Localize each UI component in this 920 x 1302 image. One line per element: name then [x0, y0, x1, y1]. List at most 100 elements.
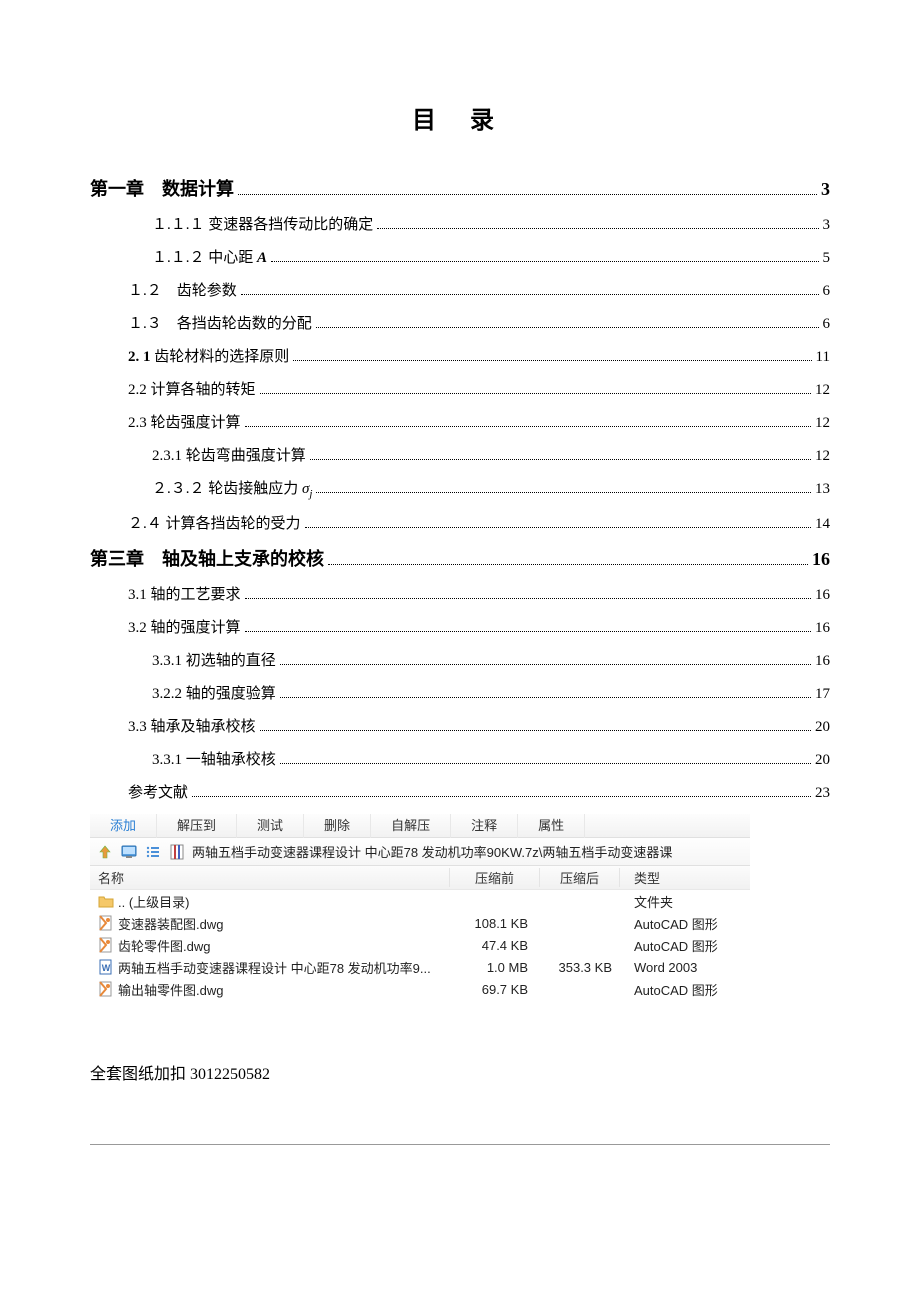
- file-name: 输出轴零件图.dwg: [118, 980, 223, 999]
- file-row[interactable]: 输出轴零件图.dwg69.7 KBAutoCAD 图形: [90, 978, 750, 1000]
- toolbar-button[interactable]: 注释: [451, 814, 518, 838]
- svg-text:W: W: [102, 963, 111, 973]
- archive-file-icon: [168, 843, 186, 861]
- col-header-after[interactable]: 压缩后: [540, 868, 620, 887]
- col-header-before[interactable]: 压缩前: [450, 868, 540, 887]
- dwg-icon: [98, 981, 114, 997]
- desktop-icon[interactable]: [120, 843, 138, 861]
- toc-entry-text: 参考文献: [128, 781, 188, 802]
- page-bottom-rule: [90, 1144, 830, 1145]
- toc-page-number: 16: [815, 587, 830, 604]
- toc-entry[interactable]: 第三章 轴及轴上支承的校核16: [90, 545, 830, 571]
- file-name: .. (上级目录): [118, 892, 190, 911]
- toc-entry-text: 2.2 计算各轴的转矩: [128, 378, 256, 399]
- up-arrow-icon[interactable]: [96, 843, 114, 861]
- toc-entry[interactable]: 2.3.1 轮齿弯曲强度计算12: [152, 444, 830, 465]
- archive-columns-header: 名称 压缩前 压缩后 类型: [90, 866, 750, 890]
- toc-page-number: 11: [816, 349, 830, 366]
- doc-icon: W: [98, 959, 114, 975]
- toc-page-number: 6: [823, 316, 831, 333]
- toc-entry-text: １.２ 齿轮参数: [128, 279, 237, 300]
- toc-leader-dots: [238, 194, 817, 195]
- toc-entry[interactable]: 第一章 数据计算 3: [90, 175, 830, 201]
- toc-entry[interactable]: 3.3.1 初选轴的直径16: [152, 649, 830, 670]
- file-size-before: 47.4 KB: [450, 938, 540, 953]
- toc-leader-dots: [245, 598, 811, 599]
- toc-leader-dots: [241, 294, 819, 295]
- file-name: 两轴五档手动变速器课程设计 中心距78 发动机功率9...: [118, 958, 431, 977]
- toc-leader-dots: [316, 492, 811, 493]
- table-of-contents: 第一章 数据计算3１.１.１ 变速器各挡传动比的确定3１.１.２ 中心距 A5１…: [90, 175, 830, 802]
- folder-icon: [98, 893, 114, 909]
- file-type: AutoCAD 图形: [620, 914, 750, 933]
- toc-leader-dots: [192, 796, 811, 797]
- toc-entry[interactable]: １.１.１ 变速器各挡传动比的确定3: [152, 213, 830, 234]
- file-row[interactable]: 变速器装配图.dwg 108.1 KB AutoCAD 图形: [90, 912, 750, 934]
- toc-leader-dots: [328, 564, 808, 565]
- toolbar-button[interactable]: 属性: [518, 814, 585, 838]
- toolbar-button[interactable]: 删除: [304, 814, 371, 838]
- toc-entry[interactable]: 2. 1 齿轮材料的选择原则 11: [128, 345, 830, 366]
- toc-page-number: 12: [815, 415, 830, 432]
- toc-entry[interactable]: １.３ 各挡齿轮齿数的分配6: [128, 312, 830, 333]
- toc-page-number: 12: [815, 382, 830, 399]
- toc-page-number: 3: [821, 179, 830, 200]
- toc-entry[interactable]: 3.3 轴承及轴承校核20: [128, 715, 830, 736]
- toolbar-button[interactable]: 添加: [90, 814, 157, 838]
- toolbar-button[interactable]: 解压到: [157, 814, 237, 838]
- col-header-type[interactable]: 类型: [620, 868, 750, 887]
- toc-entry-text: 2. 1 齿轮材料的选择原则: [128, 345, 289, 366]
- file-size-before: 108.1 KB: [450, 916, 540, 931]
- toc-entry-text: １.１.１ 变速器各挡传动比的确定: [152, 213, 373, 234]
- toc-entry-text: 3.3.1 初选轴的直径: [152, 649, 276, 670]
- toc-entry-text: １.１.２ 中心距 A: [152, 246, 267, 267]
- file-row[interactable]: .. (上级目录) 文件夹: [90, 890, 750, 912]
- file-size-before: 1.0 MB: [450, 960, 540, 975]
- toc-entry[interactable]: ２.４ 计算各挡齿轮的受力 14: [128, 512, 830, 533]
- toc-leader-dots: [280, 763, 811, 764]
- toc-page-number: 17: [815, 686, 830, 703]
- toc-leader-dots: [377, 228, 818, 229]
- toc-entry-text: ２.３.２ 轮齿接触应力 σj: [152, 477, 312, 500]
- list-view-icon[interactable]: [144, 843, 162, 861]
- toc-entry-text: 3.2.2 轴的强度验算: [152, 682, 276, 703]
- file-row[interactable]: 齿轮零件图.dwg47.4 KBAutoCAD 图形: [90, 934, 750, 956]
- toc-entry-text: ２.４ 计算各挡齿轮的受力: [128, 512, 301, 533]
- toc-page-number: 6: [823, 283, 831, 300]
- toc-entry[interactable]: 2.2 计算各轴的转矩 12: [128, 378, 830, 399]
- toc-leader-dots: [316, 327, 819, 328]
- toc-entry-text: 3.3.1 一轴轴承校核: [152, 748, 276, 769]
- toc-page-number: 20: [815, 719, 830, 736]
- toc-leader-dots: [271, 261, 818, 262]
- dwg-icon: [98, 915, 114, 931]
- toolbar-button[interactable]: 自解压: [371, 814, 451, 838]
- toc-leader-dots: [293, 360, 811, 361]
- toc-leader-dots: [260, 730, 811, 731]
- col-header-name[interactable]: 名称: [90, 868, 450, 887]
- toolbar-button[interactable]: 测试: [237, 814, 304, 838]
- toc-entry[interactable]: 3.3.1 一轴轴承校核 20: [152, 748, 830, 769]
- toc-leader-dots: [245, 631, 811, 632]
- toc-page-number: 14: [815, 516, 830, 533]
- toc-entry[interactable]: １.１.２ 中心距 A5: [152, 246, 830, 267]
- file-type: AutoCAD 图形: [620, 936, 750, 955]
- dwg-icon: [98, 937, 114, 953]
- toc-entry[interactable]: 2.3 轮齿强度计算12: [128, 411, 830, 432]
- toc-leader-dots: [280, 664, 811, 665]
- toc-page-number: 12: [815, 448, 830, 465]
- file-type: 文件夹: [620, 892, 750, 911]
- toc-leader-dots: [245, 426, 811, 427]
- file-row[interactable]: W两轴五档手动变速器课程设计 中心距78 发动机功率9...1.0 MB353.…: [90, 956, 750, 978]
- archive-file-list: .. (上级目录) 文件夹变速器装配图.dwg 108.1 KB AutoCAD 图形…: [90, 890, 750, 1000]
- toc-entry[interactable]: ２.３.２ 轮齿接触应力 σj13: [152, 477, 830, 500]
- toc-leader-dots: [310, 459, 811, 460]
- toc-entry[interactable]: 3.1 轴的工艺要求16: [128, 583, 830, 604]
- toc-entry[interactable]: 3.2.2 轴的强度验算 17: [152, 682, 830, 703]
- file-type: AutoCAD 图形: [620, 980, 750, 999]
- toc-page-number: 20: [815, 752, 830, 769]
- toc-entry[interactable]: 参考文献23: [128, 781, 830, 802]
- toc-entry[interactable]: 3.2 轴的强度计算16: [128, 616, 830, 637]
- toc-entry-text: 第一章 数据计算: [90, 175, 234, 201]
- file-name: 变速器装配图.dwg: [118, 914, 223, 933]
- toc-entry[interactable]: １.２ 齿轮参数 6: [128, 279, 830, 300]
